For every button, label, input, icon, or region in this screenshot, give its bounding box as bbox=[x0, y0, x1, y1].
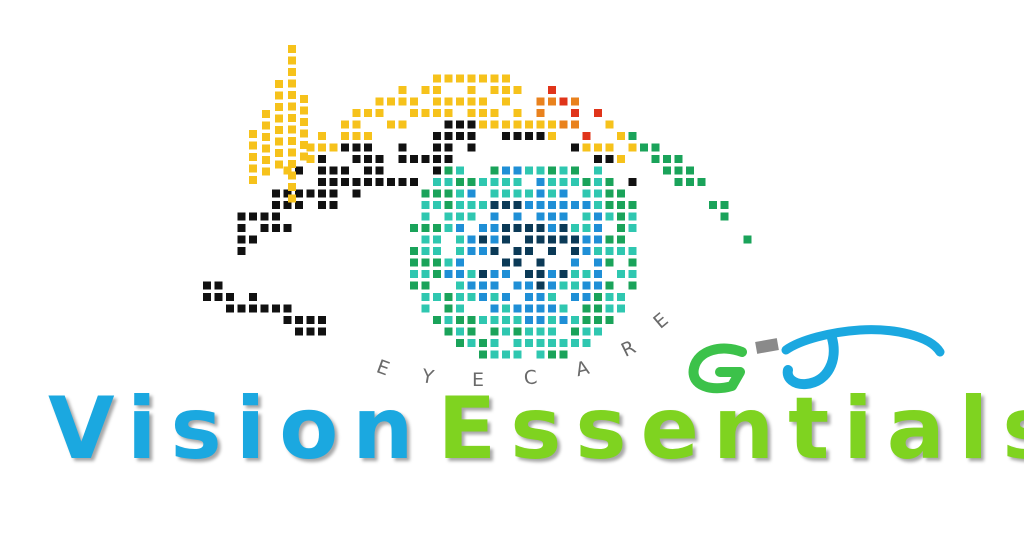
glasses-icon bbox=[688, 325, 945, 394]
eyecare-letter: E bbox=[472, 369, 485, 391]
wordmark: Vision Essentials bbox=[48, 386, 1024, 472]
wordmark-essentials: Essentials bbox=[437, 379, 1024, 479]
wordmark-vision: Vision bbox=[48, 379, 428, 479]
